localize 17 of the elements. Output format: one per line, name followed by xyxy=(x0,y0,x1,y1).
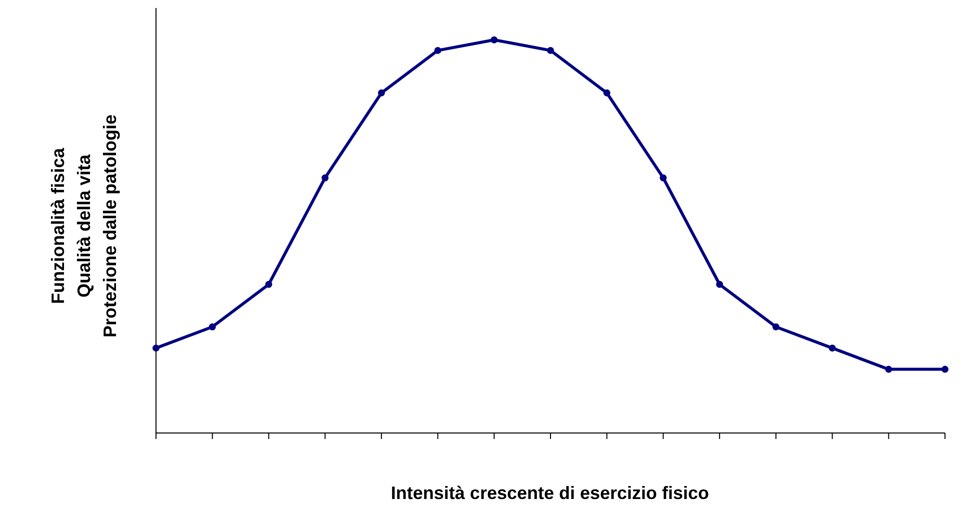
x-axis-title: Intensità crescente di esercizio fisico xyxy=(390,483,710,504)
y-axis-title: Funzionalità fisica Qualità della vita Protezione dalle patologie xyxy=(47,114,121,338)
point xyxy=(828,344,836,352)
point xyxy=(716,280,724,288)
point xyxy=(942,366,948,373)
point xyxy=(265,280,272,288)
point xyxy=(434,46,442,54)
point xyxy=(322,174,329,182)
point xyxy=(152,344,160,352)
point xyxy=(772,323,780,330)
point xyxy=(490,36,498,44)
point xyxy=(603,89,610,96)
point xyxy=(660,174,667,182)
point xyxy=(885,366,892,373)
point xyxy=(547,46,554,54)
point xyxy=(378,89,385,96)
point xyxy=(208,323,216,330)
